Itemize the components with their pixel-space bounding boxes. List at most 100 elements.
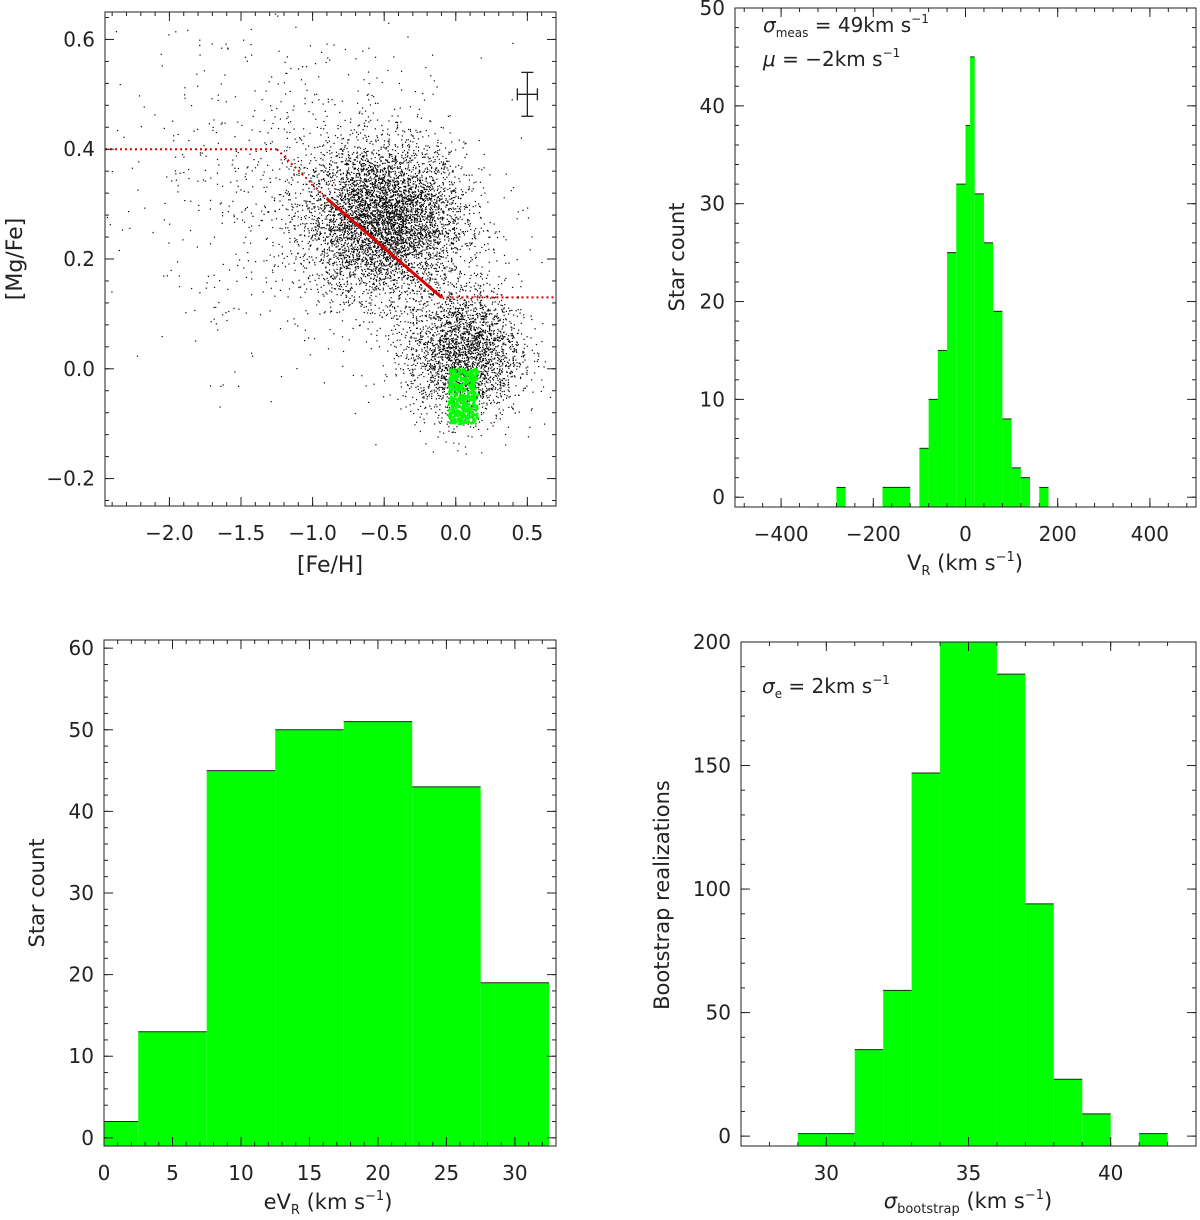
scatter-point xyxy=(416,257,418,259)
scatter-point xyxy=(421,250,423,252)
scatter-point xyxy=(381,214,383,217)
scatter-point xyxy=(349,194,351,196)
scatter-point xyxy=(281,262,284,264)
scatter-point xyxy=(376,136,379,139)
scatter-point xyxy=(406,219,408,221)
scatter-point xyxy=(378,251,380,253)
scatter-point xyxy=(339,237,342,239)
scatter-point xyxy=(363,321,365,323)
scatter-point xyxy=(349,268,351,270)
scatter-point xyxy=(475,318,477,320)
scatter-point xyxy=(347,178,349,180)
scatter-point xyxy=(407,264,409,267)
scatter-point xyxy=(344,163,346,166)
scatter-point xyxy=(330,310,332,312)
scatter-point xyxy=(410,134,412,136)
scatter-point xyxy=(433,183,435,185)
scatter-point xyxy=(395,202,397,204)
scatter-point xyxy=(398,263,400,265)
scatter-point xyxy=(393,229,395,231)
scatter-point xyxy=(313,202,315,205)
scatter-point xyxy=(326,174,328,176)
scatter-point xyxy=(454,236,456,239)
scatter-point xyxy=(336,235,338,237)
scatter-point xyxy=(396,261,398,263)
scatter-point xyxy=(336,241,338,243)
scatter-point xyxy=(316,200,318,202)
scatter-point xyxy=(403,160,405,162)
scatter-point xyxy=(394,180,396,183)
scatter-point xyxy=(412,183,414,185)
scatter-point xyxy=(437,142,439,144)
scatter-point xyxy=(312,175,314,177)
scatter-point xyxy=(450,181,453,183)
scatter-point xyxy=(402,182,405,184)
scatter-point xyxy=(378,165,380,167)
scatter-point xyxy=(356,189,358,191)
scatter-point xyxy=(471,258,473,261)
scatter-point xyxy=(420,300,422,302)
scatter-point xyxy=(378,150,380,152)
scatter-point xyxy=(394,162,397,164)
scatter-point xyxy=(340,198,342,201)
scatter-point xyxy=(359,182,361,184)
scatter-point xyxy=(427,135,430,137)
scatter-point xyxy=(453,237,455,240)
scatter-point xyxy=(395,233,397,235)
scatter-point xyxy=(425,208,427,210)
scatter-point xyxy=(440,161,443,163)
scatter-point xyxy=(429,247,431,250)
scatter-point xyxy=(365,190,368,192)
scatter-point xyxy=(337,224,340,226)
scatter-point xyxy=(329,220,331,222)
scatter-point xyxy=(327,281,329,284)
scatter-point xyxy=(418,183,420,185)
scatter-point xyxy=(397,265,400,267)
scatter-point xyxy=(333,240,335,242)
scatter-point xyxy=(374,210,377,212)
scatter-point xyxy=(298,166,300,169)
scatter-point xyxy=(379,199,382,201)
scatter-point xyxy=(380,134,383,136)
scatter-point xyxy=(326,218,328,220)
scatter-point xyxy=(377,171,379,173)
scatter-point xyxy=(377,245,379,248)
scatter-point xyxy=(382,281,384,284)
scatter-point xyxy=(443,249,445,251)
scatter-point xyxy=(350,275,352,277)
scatter-point xyxy=(481,169,483,171)
scatter-point xyxy=(405,139,408,141)
scatter-point xyxy=(376,196,378,198)
scatter-point xyxy=(424,249,426,251)
scatter-point xyxy=(329,206,331,208)
scatter-point xyxy=(418,172,420,175)
scatter-point xyxy=(425,260,427,262)
scatter-point xyxy=(463,214,465,216)
scatter-point xyxy=(398,286,400,288)
scatter-point xyxy=(347,202,349,204)
scatter-point xyxy=(370,217,373,219)
scatter-point xyxy=(336,257,338,259)
scatter-point xyxy=(362,167,365,169)
scatter-point xyxy=(391,228,393,230)
scatter-point xyxy=(372,258,374,261)
scatter-point xyxy=(397,201,399,203)
scatter-point xyxy=(449,187,451,189)
scatter-point xyxy=(378,230,380,232)
scatter-point xyxy=(343,258,345,260)
scatter-point xyxy=(339,228,341,230)
scatter-point xyxy=(343,148,345,151)
scatter-point xyxy=(434,172,436,174)
scatter-point xyxy=(458,164,460,167)
scatter-point xyxy=(413,192,415,194)
scatter-point xyxy=(388,161,390,164)
scatter-point xyxy=(436,197,438,199)
scatter-point xyxy=(323,178,325,180)
scatter-point xyxy=(295,258,297,260)
scatter-point xyxy=(378,282,381,284)
scatter-point xyxy=(410,187,412,189)
scatter-point xyxy=(486,336,489,338)
scatter-point xyxy=(453,269,455,271)
scatter-point xyxy=(371,190,374,192)
scatter-point xyxy=(372,234,375,236)
